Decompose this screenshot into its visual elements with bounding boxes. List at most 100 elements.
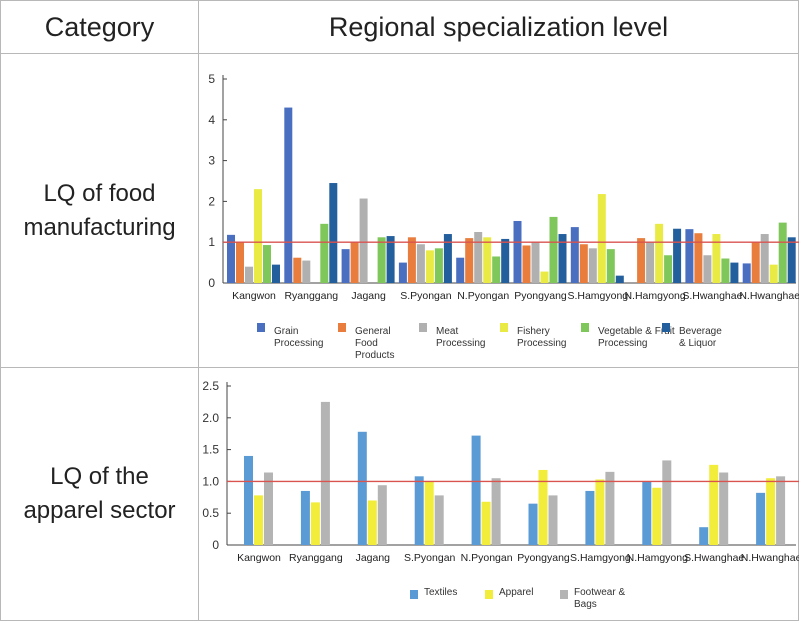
food-bar xyxy=(284,107,293,283)
food-bar xyxy=(721,258,730,283)
food-bar xyxy=(474,231,483,283)
apparel-y-tick-label: 2.0 xyxy=(202,411,219,425)
food-chart-cell: 0 1 2 3 4 5 Kangwon Ryanggang Jagang S.Pyongan N.P… xyxy=(198,53,799,368)
food-legend-label: Meat xyxy=(436,326,458,337)
apparel-bar xyxy=(605,471,615,545)
apparel-chart-cell: 0 0.5 1.0 1.5 2.0 2.5 Kangwon Ryanggang Jagang S.… xyxy=(198,367,799,621)
food-bar xyxy=(778,222,787,283)
food-bar xyxy=(465,237,474,283)
food-bar xyxy=(685,228,694,283)
food-bar xyxy=(742,262,751,283)
food-bar xyxy=(730,262,739,283)
food-bar xyxy=(434,247,443,283)
apparel-bar xyxy=(367,500,377,545)
apparel-bar xyxy=(585,490,595,545)
food-bar xyxy=(703,254,712,283)
food-bar xyxy=(425,249,434,283)
food-category-label: S.Hwanghae xyxy=(682,290,742,302)
apparel-bar xyxy=(254,495,263,545)
apparel-bar xyxy=(471,435,481,545)
food-bar xyxy=(522,244,531,283)
food-bar xyxy=(615,275,624,283)
apparel-y-tick-label: 0.5 xyxy=(202,506,219,520)
food-legend-label: Fishery xyxy=(517,326,550,337)
food-bar xyxy=(272,264,280,283)
apparel-bar xyxy=(652,487,662,545)
food-bar xyxy=(694,232,703,283)
apparel-bar xyxy=(709,464,719,545)
food-bar xyxy=(540,271,549,283)
food-category-label: N.Hwanghae xyxy=(739,290,799,302)
food-legend-label: Processing xyxy=(517,338,566,349)
apparel-lq-chart: 0 0.5 1.0 1.5 2.0 2.5 Kangwon Ryanggang Jagang S.… xyxy=(202,379,799,610)
apparel-y-tick-label: 1.0 xyxy=(202,474,219,488)
apparel-category-label: N.Pyongan xyxy=(461,552,513,564)
food-category-label: Ryanggang xyxy=(284,290,338,302)
apparel-category-label: Pyongyang xyxy=(517,552,570,564)
apparel-bar xyxy=(719,472,729,545)
apparel-legend-label: Textiles xyxy=(424,587,457,598)
food-legend-label: Beverage xyxy=(679,326,722,337)
apparel-bar xyxy=(310,502,320,545)
apparel-bar xyxy=(320,401,330,545)
food-bar xyxy=(341,248,350,283)
apparel-y-tick-label: 1.5 xyxy=(202,443,219,457)
food-y-tick-label: 5 xyxy=(208,72,215,86)
food-legend-label: Food xyxy=(355,338,378,349)
food-legend-label: & Liquor xyxy=(679,338,717,349)
apparel-bar xyxy=(756,492,766,545)
food-bar xyxy=(416,243,425,283)
apparel-legend-swatch xyxy=(410,590,418,599)
food-bar xyxy=(637,237,646,283)
food-bar xyxy=(570,226,579,283)
food-category-label: S.Pyongan xyxy=(400,290,452,302)
apparel-bar xyxy=(528,503,538,545)
food-lq-chart: 0 1 2 3 4 5 Kangwon Ryanggang Jagang S.Pyongan N.P… xyxy=(208,72,799,361)
food-bar xyxy=(263,244,271,283)
apparel-row-label-line2: apparel sector xyxy=(23,497,176,524)
food-bar xyxy=(329,182,338,283)
food-bar xyxy=(443,233,452,283)
food-bar xyxy=(359,198,368,283)
apparel-bar xyxy=(491,478,501,545)
apparel-bar xyxy=(481,501,491,545)
food-bar xyxy=(558,233,567,283)
food-bar xyxy=(227,234,235,283)
food-y-tick-label: 2 xyxy=(208,194,215,208)
apparel-legend-label: Footwear & xyxy=(574,587,625,598)
food-category-label: N.Hamgyong xyxy=(624,290,685,302)
apparel-row-label-line1: LQ of the xyxy=(50,463,149,490)
food-bar xyxy=(597,193,606,283)
food-bar xyxy=(531,241,540,283)
apparel-bar xyxy=(300,490,310,545)
apparel-bar xyxy=(377,485,387,545)
food-bar xyxy=(501,238,510,283)
apparel-bar xyxy=(434,495,444,545)
food-legend-label: Vegetable & Fruit xyxy=(598,326,675,337)
food-bar xyxy=(606,248,615,283)
food-legend-label: Processing xyxy=(436,338,485,349)
food-bar xyxy=(492,255,501,283)
food-bar xyxy=(350,241,359,283)
food-legend-swatch xyxy=(257,322,265,332)
apparel-category-label: N.Hamgyong xyxy=(627,552,688,564)
food-legend-label: Processing xyxy=(598,338,647,349)
food-bar xyxy=(760,233,769,283)
food-bar xyxy=(456,257,465,283)
food-y-tick-label: 3 xyxy=(208,153,215,167)
apparel-category-label: N.Hwanghae xyxy=(741,552,799,564)
food-legend-label: General xyxy=(355,326,391,337)
apparel-bar xyxy=(642,481,652,545)
apparel-bar xyxy=(424,481,434,545)
food-bar xyxy=(254,188,262,283)
food-category-label: Pyongyang xyxy=(514,290,567,302)
apparel-bar xyxy=(595,479,605,545)
food-bar xyxy=(513,220,522,283)
food-category-label: N.Pyongan xyxy=(457,290,509,302)
category-header: Category xyxy=(0,0,199,54)
food-bar xyxy=(646,241,655,283)
apparel-category-label: Ryanggang xyxy=(289,552,343,564)
food-bar xyxy=(549,216,558,283)
apparel-bar xyxy=(264,472,273,545)
